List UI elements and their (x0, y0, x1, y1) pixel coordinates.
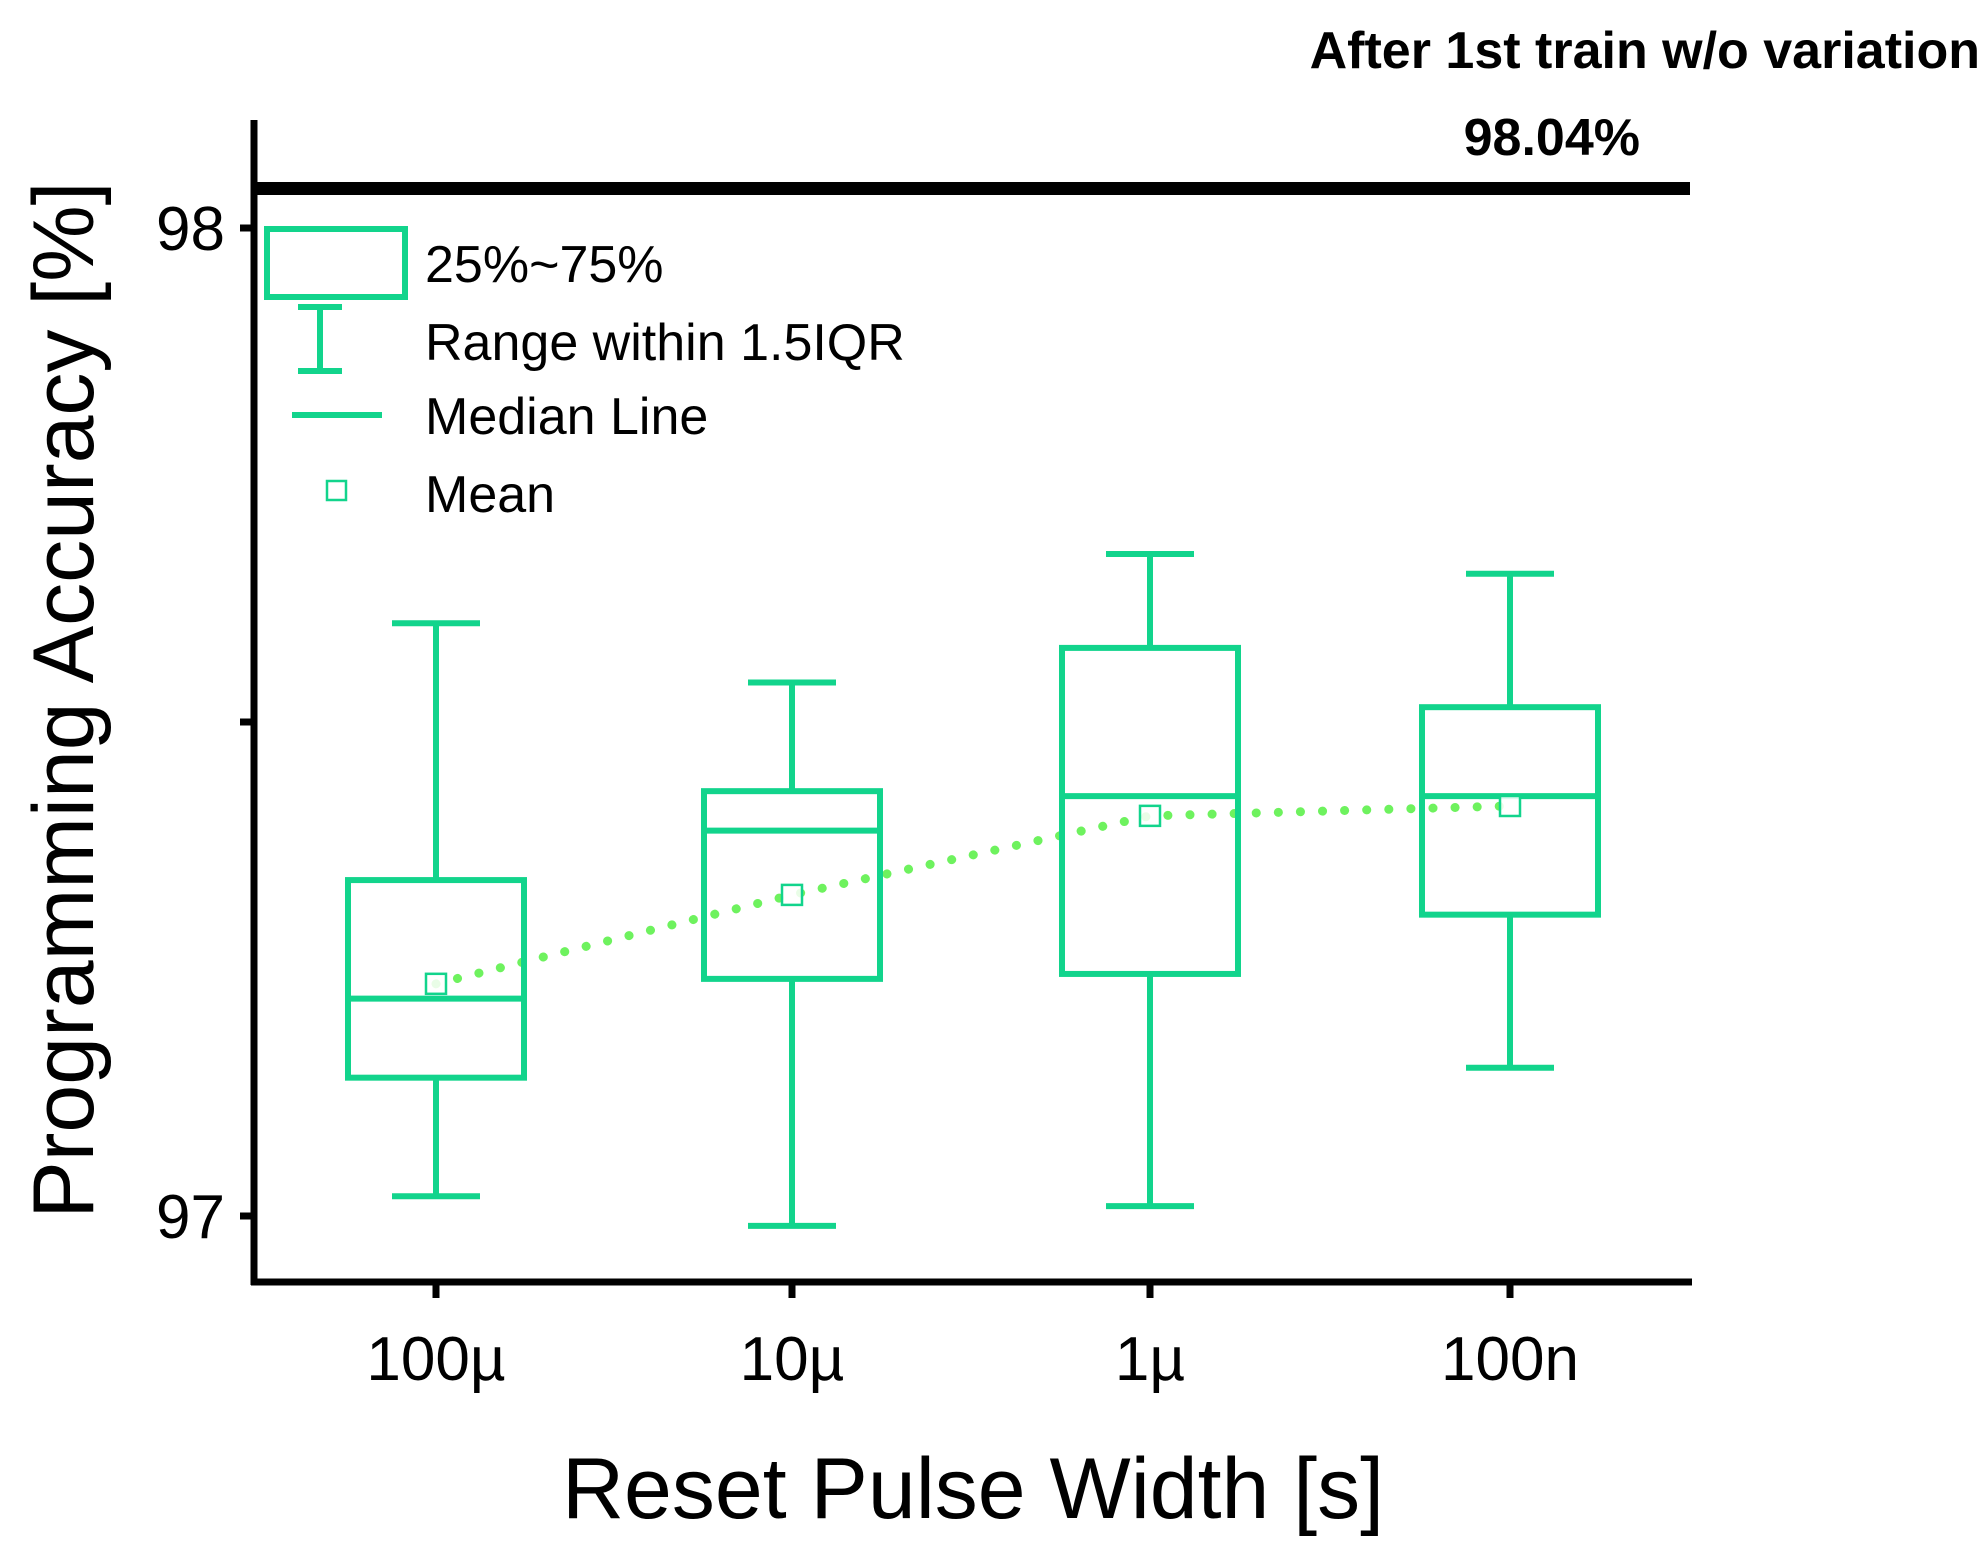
y-tick-label: 98 (156, 195, 225, 264)
box-3 (1419, 570, 1601, 1071)
x-axis-title: Reset Pulse Width [s] (562, 1441, 1384, 1537)
x-ticks: 100µ 10µ 1µ 100n (366, 1282, 1579, 1394)
x-tick-label: 1µ (1115, 1325, 1185, 1394)
y-ticks: 97 98 (156, 195, 254, 1252)
iqr-box (1419, 704, 1601, 918)
legend-label-mean: Mean (425, 466, 555, 524)
legend-label-box: 25%~75% (425, 236, 664, 294)
y-axis-title: Programming Accuracy [%] (16, 181, 112, 1218)
legend-label-whisker: Range within 1.5IQR (425, 314, 905, 372)
box-1 (701, 679, 883, 1229)
reference-label-value: 98.04% (1464, 109, 1640, 167)
y-tick-label: 97 (156, 1183, 225, 1252)
box-2 (1059, 551, 1241, 1210)
mean-marker (424, 972, 448, 996)
legend-label-median: Median Line (425, 388, 708, 446)
mean-trend-line (431, 801, 1515, 989)
legend-mean-square-icon (325, 479, 348, 502)
mean-marker (1498, 794, 1522, 818)
iqr-box (701, 788, 883, 982)
mean-marker (1138, 804, 1162, 828)
legend: 25%~75% Range within 1.5IQR Median Line … (264, 226, 905, 524)
iqr-box (345, 877, 527, 1081)
legend-whisker-icon (298, 304, 342, 374)
mean-marker (780, 883, 804, 907)
mean-connector (431, 801, 1515, 989)
axes (250, 120, 1692, 1286)
reference-label-line1: After 1st train w/o variation (1310, 22, 1979, 80)
x-tick-label: 100n (1441, 1325, 1579, 1394)
iqr-box (1059, 644, 1241, 977)
legend-box-icon (264, 226, 408, 300)
x-tick-label: 100µ (366, 1325, 505, 1394)
box-series (345, 551, 1601, 1229)
x-tick-label: 10µ (740, 1325, 845, 1394)
box-0 (345, 620, 527, 1200)
